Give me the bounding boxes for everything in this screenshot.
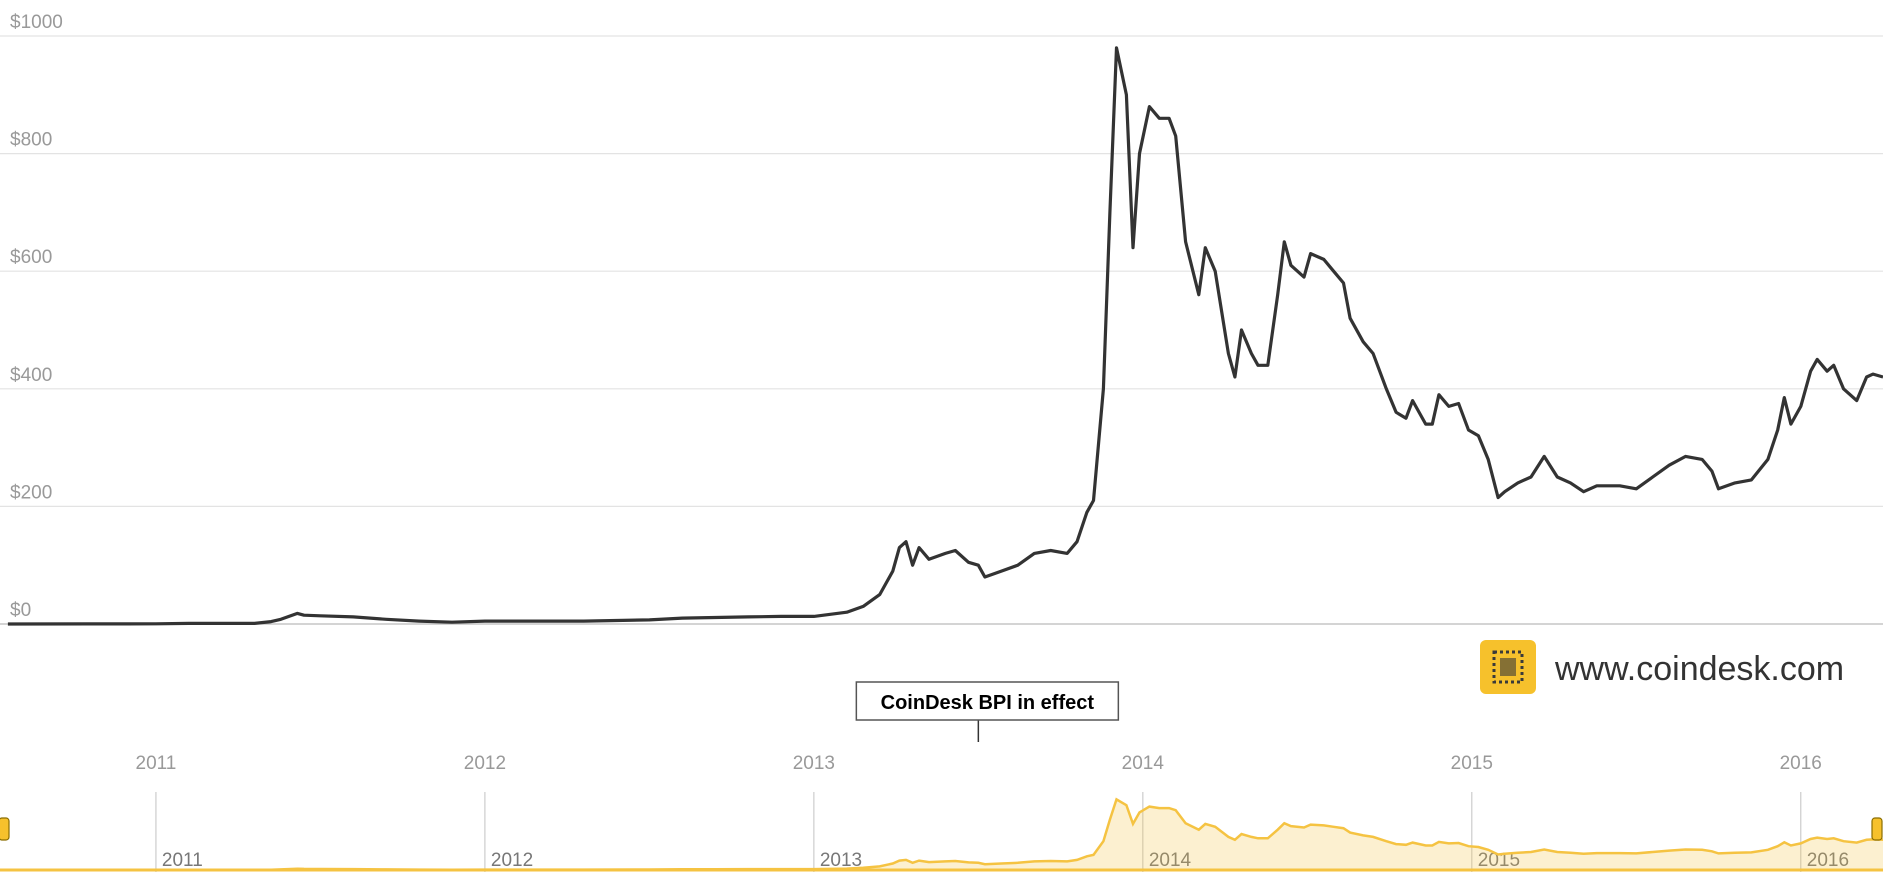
- y-tick-label: $800: [10, 130, 52, 151]
- navigator-handle: [1871, 817, 1883, 841]
- navigator-tick-label: 2014: [1149, 850, 1192, 871]
- navigator-tick-label: 2016: [1807, 850, 1849, 871]
- x-tick-label: 2011: [136, 753, 177, 774]
- navigator-handle: [0, 817, 10, 841]
- x-tick-label: 2016: [1780, 753, 1822, 774]
- annotation-text: CoinDesk BPI in effect: [881, 692, 1095, 714]
- y-tick-label: $0: [10, 600, 31, 621]
- navigator-tick-label: 2013: [820, 850, 862, 871]
- y-tick-label: $400: [10, 365, 52, 386]
- annotation-box: [855, 681, 1120, 721]
- y-tick-label: $200: [10, 482, 52, 503]
- y-tick-label: $600: [10, 247, 52, 268]
- navigator-area: [7, 799, 1883, 870]
- price-line: [7, 46, 1883, 626]
- x-tick-label: 2015: [1451, 753, 1493, 774]
- logo-dots: [1492, 650, 1524, 684]
- watermark: www.coindesk.com: [1554, 650, 1844, 688]
- navigator-bg: [0, 792, 1883, 872]
- y-tick-label: $1000: [10, 12, 63, 33]
- navigator-tick-label: 2015: [1478, 850, 1520, 871]
- x-tick-label: 2014: [1122, 753, 1165, 774]
- navigator-tick-label: 2012: [491, 850, 533, 871]
- x-tick-label: 2012: [464, 753, 506, 774]
- x-tick-label: 2013: [793, 753, 835, 774]
- navigator-tick-label: 2011: [162, 850, 203, 871]
